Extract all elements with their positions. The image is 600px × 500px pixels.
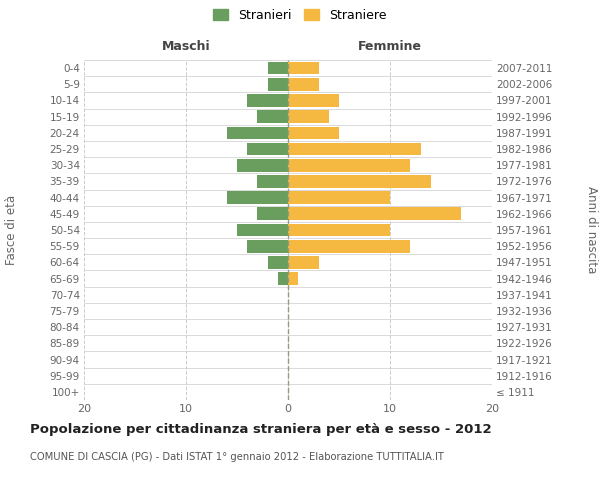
Bar xyxy=(268,62,288,74)
Bar xyxy=(288,224,390,236)
Bar xyxy=(227,192,288,204)
Text: COMUNE DI CASCIA (PG) - Dati ISTAT 1° gennaio 2012 - Elaborazione TUTTITALIA.IT: COMUNE DI CASCIA (PG) - Dati ISTAT 1° ge… xyxy=(30,452,444,462)
Bar xyxy=(257,110,288,123)
Bar xyxy=(288,175,431,188)
Bar xyxy=(288,192,390,204)
Bar xyxy=(247,142,288,156)
Bar xyxy=(288,159,410,172)
Bar xyxy=(247,240,288,252)
Bar xyxy=(257,208,288,220)
Bar xyxy=(247,94,288,107)
Bar xyxy=(288,142,421,156)
Bar xyxy=(288,62,319,74)
Bar xyxy=(288,240,410,252)
Bar xyxy=(288,94,339,107)
Bar xyxy=(288,110,329,123)
Bar xyxy=(237,159,288,172)
Bar xyxy=(257,175,288,188)
Bar xyxy=(237,224,288,236)
Text: Anni di nascita: Anni di nascita xyxy=(584,186,598,274)
Text: Femmine: Femmine xyxy=(358,40,422,52)
Bar xyxy=(227,126,288,139)
Bar xyxy=(288,272,298,285)
Bar xyxy=(278,272,288,285)
Bar xyxy=(268,256,288,268)
Bar xyxy=(288,208,461,220)
Legend: Stranieri, Straniere: Stranieri, Straniere xyxy=(211,6,389,24)
Text: Fasce di età: Fasce di età xyxy=(5,195,19,265)
Text: Maschi: Maschi xyxy=(161,40,211,52)
Bar xyxy=(288,256,319,268)
Bar xyxy=(268,78,288,90)
Bar xyxy=(288,126,339,139)
Bar xyxy=(288,78,319,90)
Text: Popolazione per cittadinanza straniera per età e sesso - 2012: Popolazione per cittadinanza straniera p… xyxy=(30,422,491,436)
